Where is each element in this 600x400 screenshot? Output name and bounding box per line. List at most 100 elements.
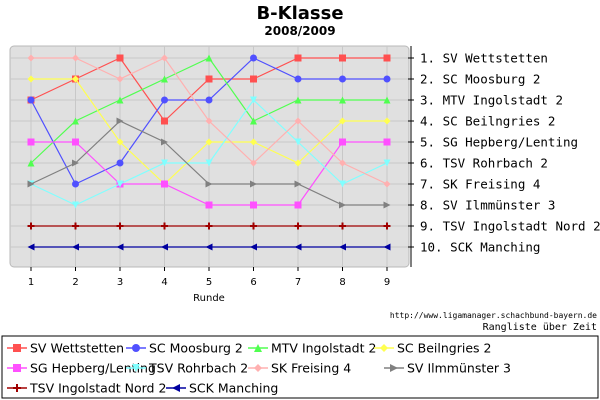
data-point	[205, 243, 213, 251]
data-point	[161, 243, 168, 251]
x-tick-label: 4	[161, 277, 167, 288]
data-point	[294, 159, 302, 167]
data-point	[27, 96, 35, 104]
rank-label: 10. SCK Manching	[420, 240, 540, 255]
data-point	[250, 75, 257, 83]
data-point	[250, 243, 257, 251]
data-point	[294, 96, 302, 104]
data-point	[250, 117, 257, 125]
legend-label: SV Wettstetten	[30, 341, 124, 356]
data-point	[294, 75, 302, 83]
data-point	[13, 364, 21, 372]
rank-label: 1. SV Wettstetten	[420, 51, 548, 66]
rank-label: 6. TSV Rohrbach 2	[420, 156, 548, 171]
data-point	[72, 243, 79, 251]
legend-label: MTV Ingolstadt 2	[271, 341, 376, 356]
data-point	[383, 222, 391, 230]
series	[27, 222, 391, 230]
data-point	[383, 159, 391, 167]
data-point	[250, 138, 257, 146]
data-point	[116, 243, 124, 251]
data-point	[161, 117, 168, 125]
data-point	[339, 117, 346, 125]
rank-label: 5. SG Hepberg/Lenting	[420, 135, 578, 150]
data-point	[72, 54, 79, 62]
data-point	[27, 180, 35, 188]
x-tick-label: 7	[295, 277, 301, 288]
data-point	[250, 159, 257, 167]
data-point	[161, 75, 168, 83]
data-point	[383, 138, 391, 146]
data-point	[250, 222, 257, 230]
rank-labels: 1. SV Wettstetten 2. SC Moosburg 2 3. MTV …	[408, 51, 600, 255]
x-axis-label: Runde	[193, 293, 225, 304]
legend-item: TSV Rohrbach 2	[126, 361, 248, 376]
rank-label: 9. TSV Ingolstadt Nord 2	[420, 219, 600, 234]
legend-box	[1, 335, 599, 399]
data-point	[161, 159, 168, 167]
data-point	[294, 54, 302, 62]
source-url: http://www.ligamanager.schachbund-bayern…	[390, 311, 597, 320]
data-point	[161, 222, 168, 230]
legend-item: SK Freising 4	[248, 361, 351, 376]
rank-label: 7. SK Freising 4	[420, 177, 540, 192]
data-point	[132, 364, 140, 372]
x-tick-label: 6	[250, 277, 256, 288]
legend-item: MTV Ingolstadt 2	[248, 341, 376, 356]
legend: SV Wettstetten SC Moosburg 2 MTV Ingolstad…	[7, 341, 511, 396]
rank-label: 2. SC Moosburg 2	[420, 72, 540, 87]
data-point	[339, 54, 346, 62]
data-point	[27, 54, 35, 62]
legend-label: SV Ilmmünster 3	[407, 361, 511, 376]
data-point	[116, 138, 124, 146]
x-tick-label: 1	[28, 277, 34, 288]
data-point	[383, 54, 391, 62]
data-point	[390, 364, 398, 372]
data-point	[72, 159, 79, 167]
chart-caption: Rangliste über Zeit	[483, 322, 597, 333]
legend-item: SCK Manching	[166, 381, 278, 396]
data-point	[27, 243, 35, 251]
data-point	[205, 96, 213, 104]
series	[27, 54, 391, 188]
data-point	[72, 180, 79, 188]
data-point	[161, 96, 168, 104]
data-point	[383, 96, 391, 104]
legend-label: SG Hepberg/Lenting	[30, 361, 156, 376]
data-point	[205, 159, 213, 167]
series	[27, 54, 391, 167]
axes: 1 2 3 4 5 6 7 8 9	[28, 46, 412, 288]
data-point	[339, 96, 346, 104]
data-point	[205, 180, 213, 188]
data-point	[250, 180, 257, 188]
data-point	[116, 75, 124, 83]
rank-label: 4. SC Beilngries 2	[420, 114, 555, 129]
data-point	[205, 222, 213, 230]
data-point	[27, 159, 35, 167]
legend-item: SC Moosburg 2	[126, 341, 243, 356]
rank-label: 3. MTV Ingolstadt 2	[420, 93, 563, 108]
legend-item: TSV Ingolstadt Nord 2	[7, 381, 166, 396]
data-point	[116, 180, 124, 188]
series	[27, 243, 391, 251]
data-point	[339, 201, 346, 209]
legend-label: TSV Rohrbach 2	[148, 361, 248, 376]
data-point	[294, 201, 302, 209]
data-point	[27, 75, 35, 83]
legend-item: SV Wettstetten	[7, 341, 124, 356]
data-point	[205, 117, 213, 125]
x-tick-label: 9	[384, 277, 390, 288]
data-point	[383, 243, 391, 251]
x-tick-label: 5	[206, 277, 212, 288]
data-point	[116, 54, 124, 62]
data-point	[116, 222, 124, 230]
legend-label: SK Freising 4	[271, 361, 351, 376]
rank-label: 8. SV Ilmmünster 3	[420, 198, 555, 213]
chart-subtitle: 2008/2009	[264, 24, 335, 38]
data-point	[161, 138, 168, 146]
data-point	[13, 344, 21, 352]
data-point	[339, 222, 346, 230]
data-point	[339, 159, 346, 167]
data-point	[294, 180, 302, 188]
chart-title: B-Klasse	[256, 3, 343, 24]
